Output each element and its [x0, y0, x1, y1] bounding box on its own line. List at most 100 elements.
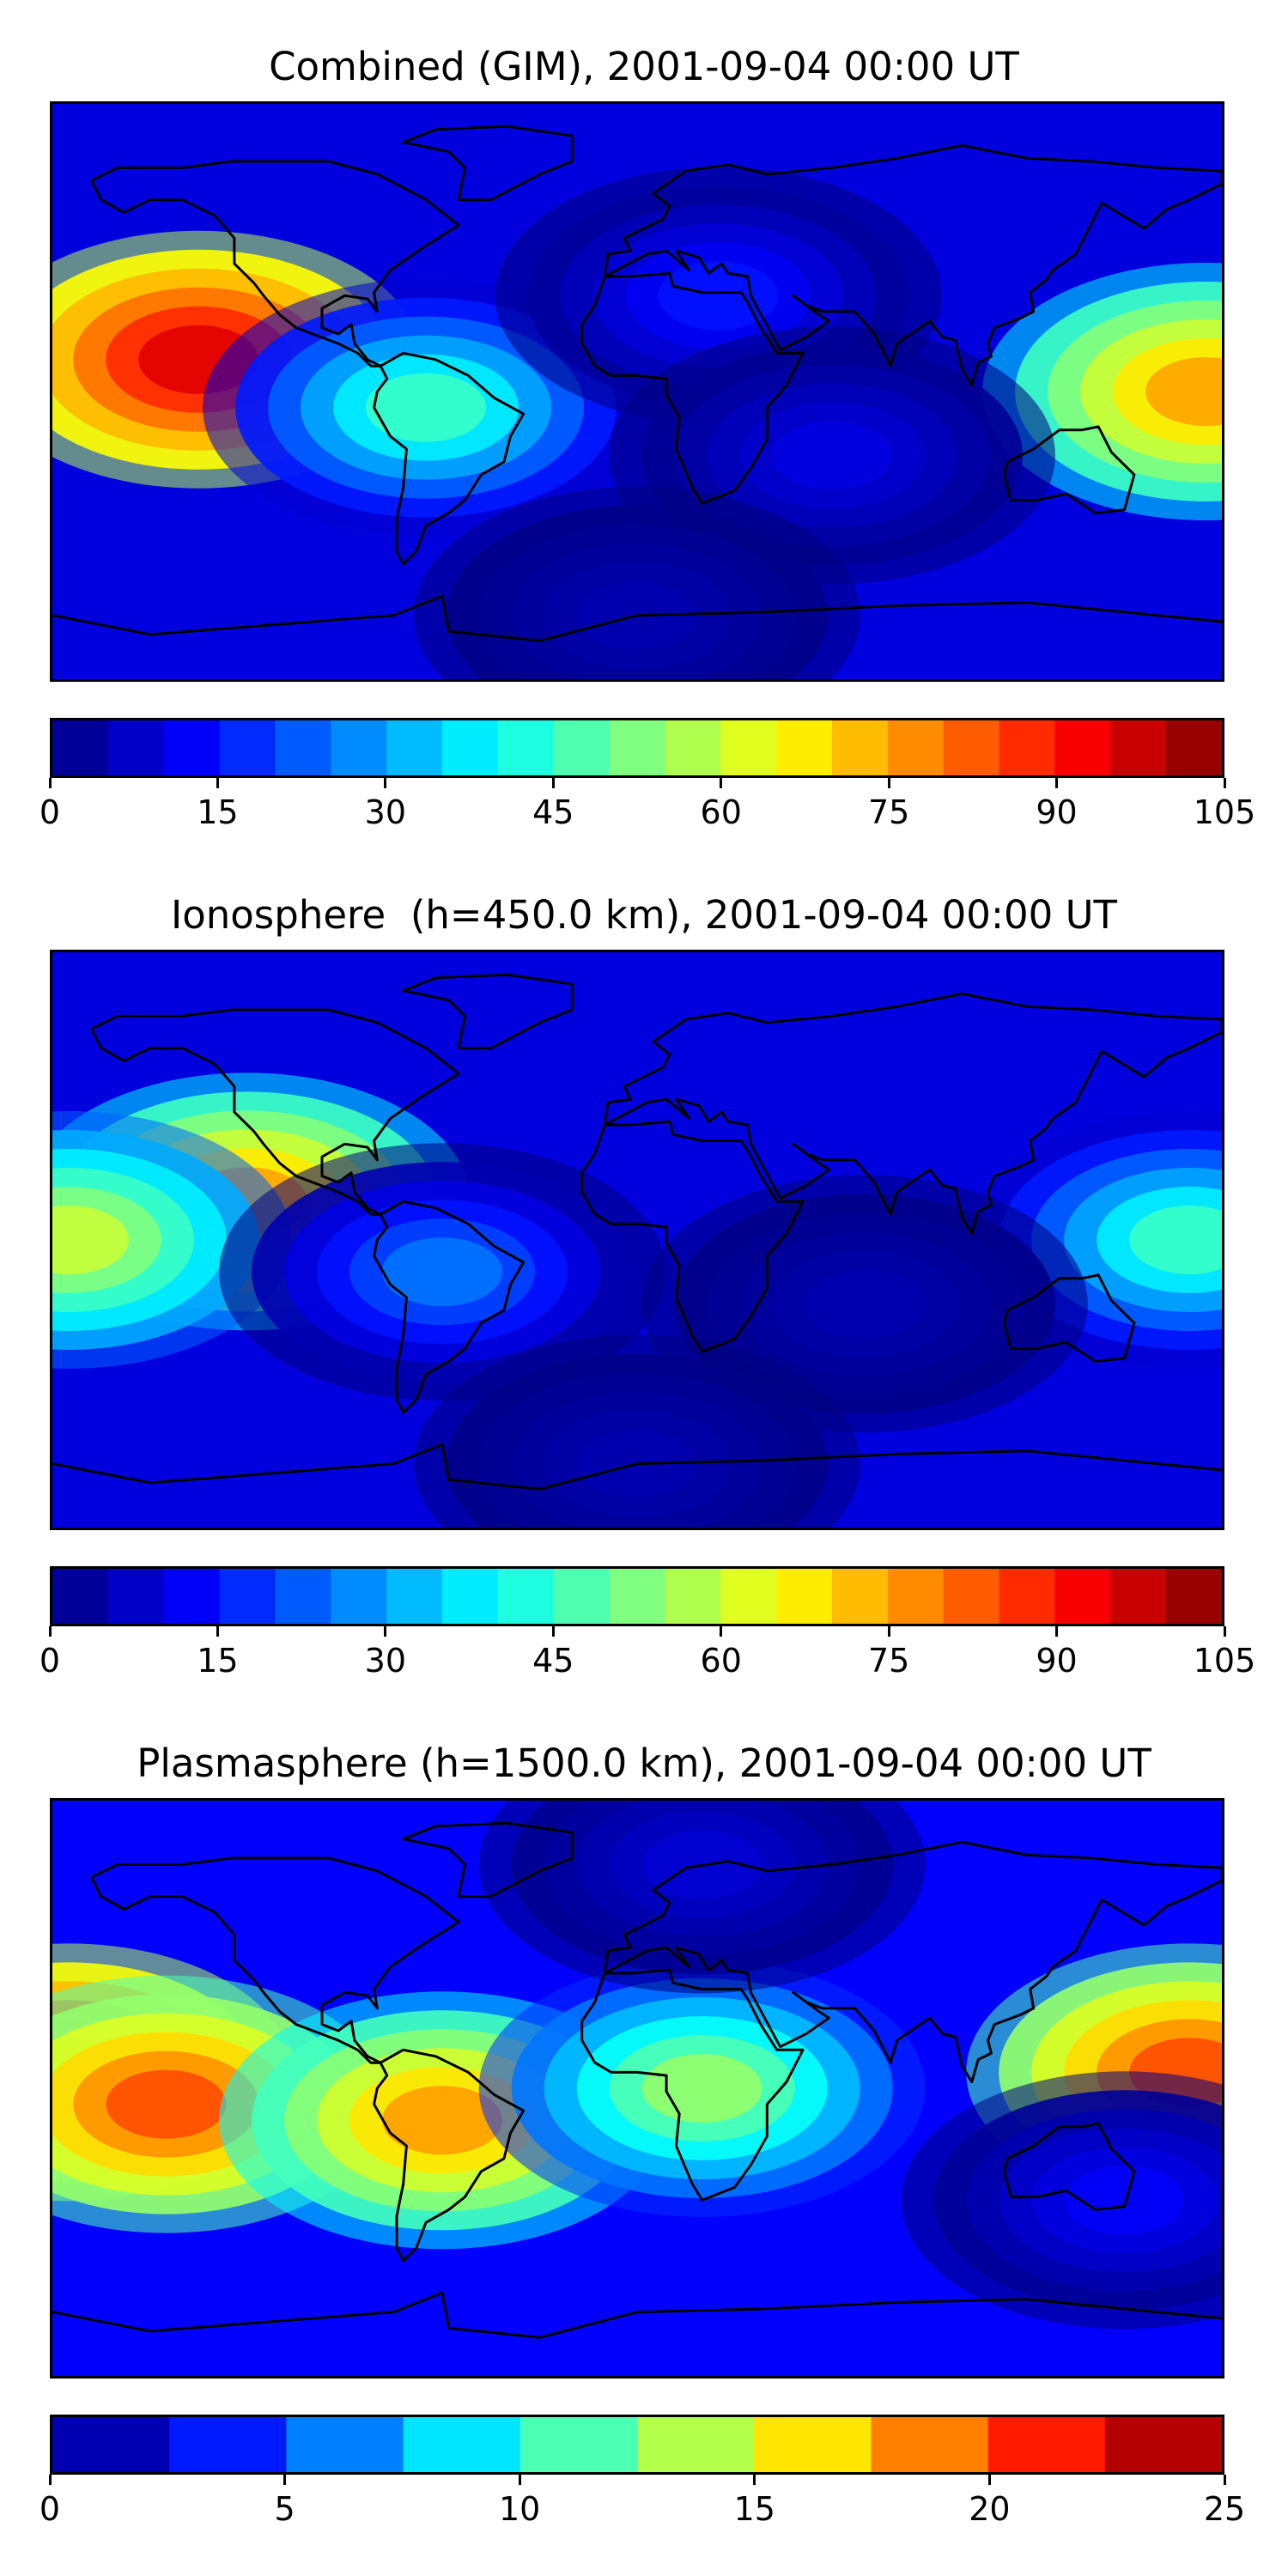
- colorbar-segment-7: [442, 1569, 499, 1624]
- map-plasmasphere: [50, 1798, 1224, 2379]
- colorbar-combined: [50, 718, 1224, 778]
- tick-mark: [887, 778, 890, 788]
- contour-band-4-5: [641, 2054, 762, 2123]
- colorbar-segment-8: [497, 1569, 555, 1624]
- coastline-3: [603, 992, 1222, 1236]
- colorbar-ticks-plasmasphere: 0 5 10 15 20 25: [39, 2475, 1245, 2528]
- contour-band-1-5: [1145, 357, 1222, 426]
- colorbar-segment-1: [107, 1569, 165, 1624]
- coastline-3: [603, 143, 1222, 387]
- coastline-2: [580, 1968, 805, 2202]
- colorbar-segment-18: [1054, 1569, 1111, 1624]
- tick-mark: [551, 778, 555, 788]
- colorbar-segment-6: [754, 2417, 872, 2472]
- contour-band-2-5: [366, 373, 487, 442]
- coastline-0: [90, 1008, 460, 1216]
- contour-band-1-5: [106, 2069, 227, 2139]
- colorbar-segment-14: [832, 1569, 889, 1624]
- colorbar-segment-13: [776, 1569, 833, 1624]
- tick-label: 30: [364, 793, 407, 831]
- colorbar-segment-6: [386, 1569, 443, 1624]
- coastline-1: [373, 351, 526, 566]
- tick-mark: [720, 1626, 723, 1637]
- colorbar-segment-2: [286, 2417, 404, 2472]
- colorbar-segment-8: [987, 2417, 1106, 2472]
- colorbar-segment-6: [386, 720, 443, 775]
- coastline-6: [52, 2291, 1222, 2339]
- panel-title-plasmasphere: Plasmasphere (h=1500.0 km), 2001-09-04 0…: [137, 1741, 1151, 1786]
- colorbar-segment-3: [219, 720, 276, 775]
- colorbar-segment-12: [720, 1569, 777, 1624]
- tick-mark: [283, 2475, 287, 2485]
- coastline-0: [90, 1856, 460, 2064]
- tick-mark: [48, 2475, 52, 2485]
- tick-label: 0: [39, 2490, 61, 2528]
- contour-band-3-5: [382, 1237, 502, 1307]
- tick-label: 60: [700, 793, 742, 831]
- tick-label: 10: [499, 2490, 541, 2528]
- tick-mark: [384, 1626, 387, 1637]
- colorbar-segment-4: [275, 1569, 331, 1624]
- colorbar-segment-15: [887, 1569, 945, 1624]
- colorbar-segment-19: [1110, 1569, 1167, 1624]
- tick-label: 45: [532, 1642, 574, 1680]
- colorbar-segment-0: [52, 2417, 170, 2472]
- colorbar-segment-3: [403, 2417, 521, 2472]
- colorbar-segment-7: [871, 2417, 989, 2472]
- tick-mark: [216, 1626, 219, 1637]
- tick-label: 0: [39, 1642, 61, 1680]
- tick-label: 105: [1193, 793, 1256, 831]
- coastline-2: [580, 271, 805, 505]
- map-ionosphere: [50, 950, 1224, 1530]
- tick-mark: [1223, 778, 1226, 788]
- tick-mark: [1055, 1626, 1059, 1637]
- tick-label: 15: [197, 1642, 239, 1680]
- tick-label: 75: [867, 793, 910, 831]
- colorbar-segment-4: [519, 2417, 638, 2472]
- tick-mark: [1223, 2475, 1226, 2485]
- tick-mark: [720, 778, 723, 788]
- tick-label: 15: [197, 793, 239, 831]
- contour-band-5-5: [1064, 2166, 1185, 2235]
- tick-mark: [48, 1626, 52, 1637]
- coastline-4: [1003, 425, 1136, 514]
- colorbar-segment-10: [609, 1569, 665, 1624]
- colorbar-segment-7: [442, 720, 499, 775]
- tick-label: 5: [274, 2490, 295, 2528]
- map-combined: [50, 101, 1224, 682]
- colorbar-segment-12: [720, 720, 777, 775]
- colorbar-segment-4: [275, 720, 331, 775]
- tick-label: 90: [1036, 793, 1078, 831]
- coastline-5: [402, 973, 574, 1050]
- tick-mark: [887, 1626, 890, 1637]
- coastline-1: [373, 2048, 526, 2263]
- colorbar-segment-5: [331, 720, 387, 775]
- colorbar-segment-9: [553, 720, 611, 775]
- tick-label: 25: [1203, 2490, 1246, 2528]
- coastline-5: [402, 1821, 574, 1899]
- panel-title-combined: Combined (GIM), 2001-09-04 00:00 UT: [269, 44, 1019, 89]
- contour-band-1-5: [52, 1206, 129, 1274]
- colorbar-segment-11: [665, 720, 721, 775]
- colorbar-segment-15: [887, 720, 945, 775]
- colorbar-segment-9: [553, 1569, 611, 1624]
- contour-band-3-5: [658, 261, 779, 331]
- coastline-4: [1003, 2122, 1136, 2211]
- contour-band-4-5: [772, 421, 892, 490]
- tick-mark: [384, 778, 387, 788]
- colorbar-segment-2: [163, 720, 221, 775]
- colorbar-segment-2: [163, 1569, 221, 1624]
- colorbar-segment-20: [1166, 1569, 1222, 1624]
- tick-mark: [216, 778, 219, 788]
- tick-mark: [1055, 778, 1059, 788]
- colorbar-ticks-combined: 0 15 30 45 60 75 90 105: [39, 778, 1255, 831]
- colorbar-segment-5: [331, 1569, 387, 1624]
- coastline-5: [402, 125, 574, 202]
- tick-label: 90: [1036, 1642, 1078, 1680]
- colorbar-segment-10: [609, 720, 665, 775]
- coastline-1: [373, 1200, 526, 1414]
- panel-title-ionosphere: Ionosphere (h=450.0 km), 2001-09-04 00:0…: [170, 892, 1118, 938]
- coastline-6: [52, 594, 1222, 642]
- colorbar-segment-16: [943, 1569, 1000, 1624]
- colorbar-segment-3: [219, 1569, 276, 1624]
